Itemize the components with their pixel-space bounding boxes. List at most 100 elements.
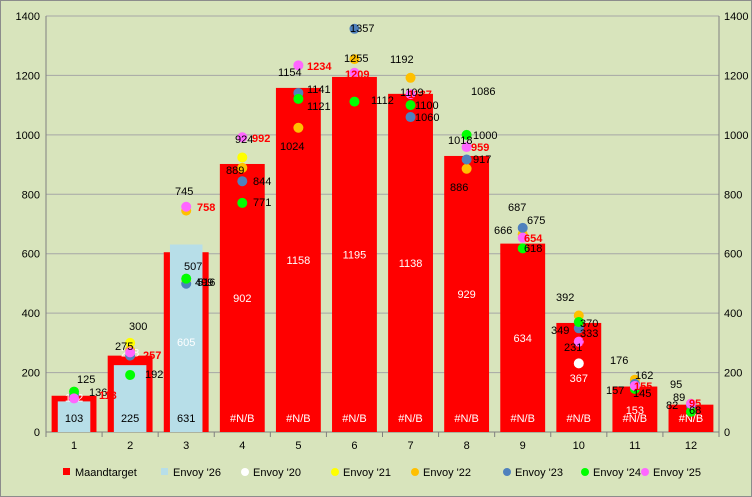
y-tick-label-right: 0 bbox=[724, 427, 730, 439]
point-envoy-25 bbox=[685, 398, 696, 409]
point-value-label: 1192 bbox=[390, 54, 414, 66]
x-tick-label: 7 bbox=[407, 440, 413, 452]
bar-maandtarget bbox=[275, 87, 321, 432]
legend-swatch bbox=[241, 468, 249, 476]
point-value-label: 666 bbox=[494, 225, 512, 237]
y-tick-label-left: 0 bbox=[34, 427, 40, 439]
bar-value-label-envoy-26: #N/B bbox=[510, 413, 534, 425]
point-value-label: 333 bbox=[580, 328, 598, 340]
y-tick-label-left: 400 bbox=[22, 308, 40, 320]
point-envoy-25 bbox=[69, 393, 80, 404]
y-tick-label-left: 800 bbox=[22, 189, 40, 201]
y-tick-label-left: 600 bbox=[22, 249, 40, 261]
bar-maandtarget bbox=[500, 243, 546, 432]
y-tick-label-right: 1200 bbox=[724, 70, 748, 82]
y-tick-label-left: 1000 bbox=[16, 130, 40, 142]
bar-value-label-envoy-26: #N/B bbox=[342, 413, 366, 425]
point-value-label: 392 bbox=[556, 292, 574, 304]
point-value-label: 1141 bbox=[307, 84, 331, 96]
bar-envoy-26 bbox=[57, 401, 91, 432]
bar-value-label-envoy-26: 103 bbox=[65, 413, 83, 425]
point-value-label: 1234 bbox=[307, 61, 332, 73]
point-envoy-25 bbox=[125, 347, 136, 358]
point-value-label: 959 bbox=[471, 142, 489, 154]
point-envoy-24 bbox=[573, 317, 584, 328]
point-envoy-24 bbox=[685, 406, 696, 417]
point-value-label: 1100 bbox=[415, 100, 439, 112]
bar-value-label-envoy-26: #N/B bbox=[679, 413, 703, 425]
point-envoy-20 bbox=[573, 358, 584, 369]
point-envoy-24 bbox=[517, 243, 528, 254]
y-tick-label-right: 1400 bbox=[724, 11, 748, 23]
legend-swatch bbox=[161, 468, 168, 475]
point-value-label: 89 bbox=[673, 392, 685, 404]
point-envoy-24 bbox=[293, 93, 304, 104]
legend-swatch bbox=[331, 468, 339, 476]
point-value-label: 1112 bbox=[371, 95, 394, 107]
legend-label: Maandtarget bbox=[75, 467, 137, 479]
legend-label: Envoy '24 bbox=[593, 467, 641, 479]
point-envoy-23 bbox=[405, 112, 416, 123]
point-value-label: 1018 bbox=[448, 135, 472, 147]
point-envoy-25 bbox=[293, 60, 304, 71]
point-envoy-24 bbox=[461, 129, 472, 140]
bar-value-label-envoy-26: 631 bbox=[177, 413, 195, 425]
y-tick-label-left: 200 bbox=[22, 368, 40, 380]
point-envoy-25 bbox=[181, 201, 192, 212]
point-value-label: 516 bbox=[197, 277, 215, 289]
point-value-label: 113 bbox=[99, 390, 117, 402]
point-value-label: 771 bbox=[253, 197, 271, 209]
legend-label: Envoy '25 bbox=[653, 467, 701, 479]
point-value-label: 349 bbox=[551, 325, 569, 337]
x-tick-label: 1 bbox=[71, 440, 77, 452]
point-value-label: 886 bbox=[450, 182, 468, 194]
point-value-label: 125 bbox=[77, 374, 95, 386]
point-envoy-25 bbox=[517, 232, 528, 243]
legend-label: Envoy '23 bbox=[515, 467, 563, 479]
point-value-label: 1137 bbox=[408, 89, 432, 101]
x-tick-label: 6 bbox=[351, 440, 357, 452]
legend-swatch bbox=[581, 468, 589, 476]
point-value-label: 1109 bbox=[400, 87, 424, 99]
point-envoy-23 bbox=[349, 23, 360, 34]
bar-value-label-envoy-26: #N/B bbox=[230, 413, 254, 425]
point-value-label: 176 bbox=[610, 355, 628, 367]
y-tick-label-right: 200 bbox=[724, 368, 742, 380]
point-value-label: 917 bbox=[473, 154, 491, 166]
legend-label: Envoy '20 bbox=[253, 467, 301, 479]
legend-label: Envoy '21 bbox=[343, 467, 391, 479]
legend-label: Envoy '22 bbox=[423, 467, 471, 479]
bar-value-label-envoy-26: #N/B bbox=[623, 413, 647, 425]
point-value-label: 304 bbox=[582, 337, 601, 349]
point-value-label: 68 bbox=[689, 405, 701, 417]
point-value-label: 370 bbox=[580, 318, 598, 330]
point-value-label: 1209 bbox=[345, 69, 369, 81]
point-envoy-24 bbox=[237, 197, 248, 208]
legend-swatch bbox=[641, 468, 649, 476]
bar-maandtarget bbox=[332, 76, 377, 433]
bar-value-label: 1138 bbox=[399, 258, 423, 270]
bar-value-label: 902 bbox=[233, 293, 251, 305]
point-envoy-22 bbox=[405, 72, 416, 83]
point-envoy-23 bbox=[237, 176, 248, 187]
point-envoy-22 bbox=[349, 54, 360, 65]
legend-swatch bbox=[411, 468, 419, 476]
x-tick-label: 5 bbox=[295, 440, 301, 452]
point-envoy-25 bbox=[349, 67, 360, 78]
point-envoy-25 bbox=[405, 89, 416, 100]
bar-value-label-envoy-26: #N/B bbox=[567, 413, 591, 425]
point-envoy-24 bbox=[405, 100, 416, 111]
point-value-label: 992 bbox=[252, 133, 270, 145]
point-value-label: 1154 bbox=[278, 67, 302, 79]
point-value-label: 257 bbox=[143, 350, 161, 362]
point-value-label: 618 bbox=[524, 243, 542, 255]
point-value-label: 136 bbox=[89, 387, 107, 399]
x-tick-label: 9 bbox=[520, 440, 526, 452]
point-value-label: 300 bbox=[129, 321, 147, 333]
point-value-label: 654 bbox=[524, 233, 543, 245]
y-tick-label-right: 800 bbox=[724, 189, 742, 201]
point-value-label: 95 bbox=[670, 379, 682, 391]
y-tick-label-right: 1000 bbox=[724, 130, 748, 142]
point-value-label: 1357 bbox=[350, 23, 374, 35]
